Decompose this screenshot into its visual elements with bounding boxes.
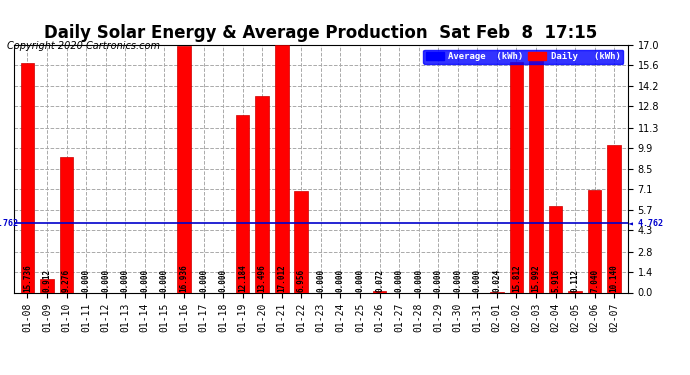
Text: 16.936: 16.936 [179,264,188,292]
Text: 0.000: 0.000 [121,268,130,292]
Text: 0.000: 0.000 [101,268,110,292]
Text: 0.000: 0.000 [434,268,443,292]
Text: 0.000: 0.000 [395,268,404,292]
Text: 0.000: 0.000 [355,268,364,292]
Bar [588,190,602,292]
Bar [569,291,582,292]
Text: 0.024: 0.024 [493,268,502,292]
Text: ◄ 4.762: ◄ 4.762 [0,219,18,228]
Legend: Average  (kWh), Daily   (kWh): Average (kWh), Daily (kWh) [423,50,623,64]
Text: 6.956: 6.956 [297,268,306,292]
Text: 0.000: 0.000 [473,268,482,292]
Text: 15.812: 15.812 [512,264,521,292]
Text: 0.000: 0.000 [81,268,90,292]
Bar [549,206,562,292]
Bar [60,158,73,292]
Text: 9.276: 9.276 [62,268,71,292]
Bar [236,115,250,292]
Bar [295,191,308,292]
Text: 0.000: 0.000 [414,268,423,292]
Bar [177,46,191,292]
Text: 15.736: 15.736 [23,264,32,292]
Bar [21,63,34,292]
Text: 0.000: 0.000 [160,268,169,292]
Text: 15.992: 15.992 [531,264,540,292]
Text: 7.040: 7.040 [590,268,599,292]
Text: 0.912: 0.912 [43,268,52,292]
Text: 0.000: 0.000 [219,268,228,292]
Text: 0.072: 0.072 [375,268,384,292]
Text: 13.496: 13.496 [257,264,266,292]
Bar [510,62,523,292]
Text: ◄ 4.762: ◄ 4.762 [628,219,663,228]
Bar [255,96,269,292]
Bar [373,291,386,292]
Text: 12.184: 12.184 [238,264,247,292]
Text: 0.000: 0.000 [316,268,326,292]
Text: 0.000: 0.000 [140,268,149,292]
Bar [607,145,621,292]
Bar [275,45,288,292]
Text: Copyright 2020 Cartronics.com: Copyright 2020 Cartronics.com [7,41,160,51]
Bar [529,60,543,292]
Text: 0.000: 0.000 [336,268,345,292]
Text: 17.012: 17.012 [277,264,286,292]
Text: 0.000: 0.000 [199,268,208,292]
Text: 5.916: 5.916 [551,268,560,292]
Text: 10.140: 10.140 [610,264,619,292]
Text: 0.000: 0.000 [453,268,462,292]
Title: Daily Solar Energy & Average Production  Sat Feb  8  17:15: Daily Solar Energy & Average Production … [44,24,598,42]
Bar [40,279,54,292]
Text: 0.112: 0.112 [571,268,580,292]
